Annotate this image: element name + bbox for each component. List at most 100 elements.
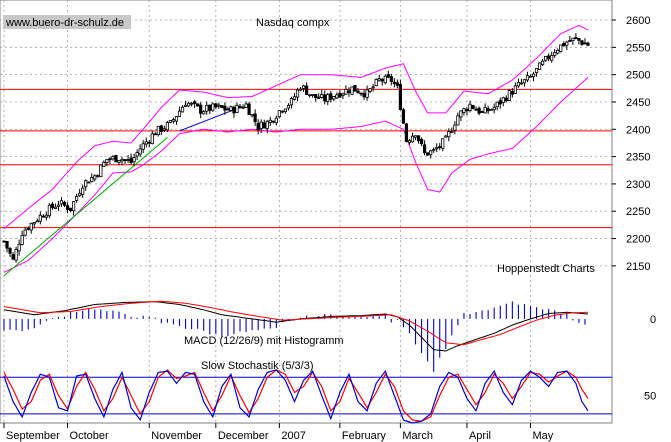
x-tick-label: April <box>469 430 491 442</box>
ohlc-bar <box>365 85 369 101</box>
ohlc-bar <box>208 104 212 114</box>
ohlc-bar <box>586 41 590 47</box>
ohlc-bar <box>304 82 309 95</box>
ohlc-bar <box>174 116 179 125</box>
ohlc-bar <box>483 103 487 114</box>
ohlc-bar <box>438 142 442 151</box>
uptrend-green-trend-line <box>3 137 168 277</box>
ohlc-bar <box>550 51 554 63</box>
ohlc-body <box>292 96 297 100</box>
ohlc-body <box>114 154 118 163</box>
ohlc-body <box>547 55 551 60</box>
ohlc-bar <box>392 78 396 88</box>
ohlc-body <box>341 93 345 96</box>
macd-label: MACD (12/26/9) mit Histogramm <box>184 335 344 347</box>
bollinger-lower-line <box>3 77 589 273</box>
ohlc-bar <box>38 211 42 225</box>
ohlc-body <box>495 101 499 108</box>
ohlc-body <box>525 75 530 81</box>
x-tick-label: November <box>151 430 202 442</box>
ohlc-bar <box>238 103 242 109</box>
ohlc-body <box>256 122 260 130</box>
ohlc-bar <box>547 53 551 62</box>
ohlc-body <box>214 103 218 108</box>
ohlc-bar <box>44 211 48 221</box>
ohlc-body <box>65 205 70 211</box>
ohlc-bar <box>274 115 278 126</box>
ohlc-body <box>81 187 85 195</box>
ohlc-bar <box>580 39 584 46</box>
ohlc-body <box>389 76 393 82</box>
ohlc-bar <box>141 140 145 154</box>
ohlc-bar <box>202 110 206 115</box>
watermark: www.buero-dr-schulz.de <box>5 17 124 29</box>
ohlc-bar <box>389 73 393 86</box>
ohlc-bar <box>229 105 233 112</box>
ohlc-body <box>528 75 533 78</box>
ohlc-body <box>332 96 336 100</box>
ohlc-bar <box>335 92 339 100</box>
ohlc-bar <box>265 119 269 134</box>
ohlc-bar <box>205 101 209 115</box>
ohlc-bar <box>556 48 560 55</box>
ohlc-body <box>268 119 272 123</box>
ohlc-bar <box>286 103 291 111</box>
ohlc-body <box>544 55 548 61</box>
ohlc-bar <box>450 127 454 134</box>
ohlc-body <box>435 147 439 150</box>
x-tick-label: December <box>218 430 269 442</box>
ohlc-bar <box>147 139 151 148</box>
x-tick-label: March <box>402 430 433 442</box>
ohlc-bar <box>519 78 524 85</box>
ohlc-bar <box>501 96 505 107</box>
ohlc-body <box>377 78 381 81</box>
ohlc-body <box>123 159 127 161</box>
ohlc-bar <box>11 252 15 261</box>
ohlc-bar <box>341 92 345 100</box>
stochastic-y-tick-label: 50 <box>644 391 656 403</box>
ohlc-bar <box>235 102 239 114</box>
ohlc-body <box>274 117 278 124</box>
ohlc-body <box>78 192 82 197</box>
ohlc-body <box>311 94 315 96</box>
ohlc-bar <box>244 101 248 108</box>
ohlc-bar <box>314 93 318 102</box>
ohlc-bar <box>486 105 490 115</box>
ohlc-bar <box>71 201 76 216</box>
ohlc-body <box>522 79 527 84</box>
ohlc-body <box>280 110 284 113</box>
ohlc-bar <box>196 103 200 107</box>
ohlc-body <box>247 103 251 115</box>
ohlc-body <box>283 108 288 113</box>
ohlc-body <box>516 82 521 87</box>
ohlc-bar <box>2 240 6 243</box>
ohlc-bar <box>413 135 418 141</box>
ohlc-body <box>250 114 254 117</box>
ohlc-body <box>365 89 369 98</box>
ohlc-body <box>62 201 67 206</box>
ohlc-body <box>289 98 294 106</box>
ohlc-bar <box>129 153 133 165</box>
ohlc-body <box>374 79 378 87</box>
ohlc-bar <box>93 174 97 182</box>
y-tick-label: 2350 <box>626 152 650 164</box>
ohlc-body <box>468 103 472 112</box>
ohlc-bar <box>329 90 333 103</box>
ohlc-body <box>174 116 179 122</box>
ohlc-body <box>265 120 269 129</box>
ohlc-body <box>171 119 176 122</box>
ohlc-bar <box>120 156 124 166</box>
ohlc-bar <box>510 88 514 98</box>
ohlc-body <box>132 157 136 163</box>
ohlc-body <box>395 82 399 86</box>
ohlc-body <box>56 204 61 207</box>
ohlc-bar <box>232 105 236 118</box>
ohlc-bar <box>407 139 412 145</box>
ohlc-body <box>401 109 406 124</box>
ohlc-body <box>14 249 18 261</box>
ohlc-body <box>68 207 73 211</box>
ohlc-body <box>229 106 233 111</box>
ohlc-body <box>135 152 139 157</box>
y-tick-label: 2550 <box>626 42 650 54</box>
ohlc-bar <box>26 226 30 231</box>
